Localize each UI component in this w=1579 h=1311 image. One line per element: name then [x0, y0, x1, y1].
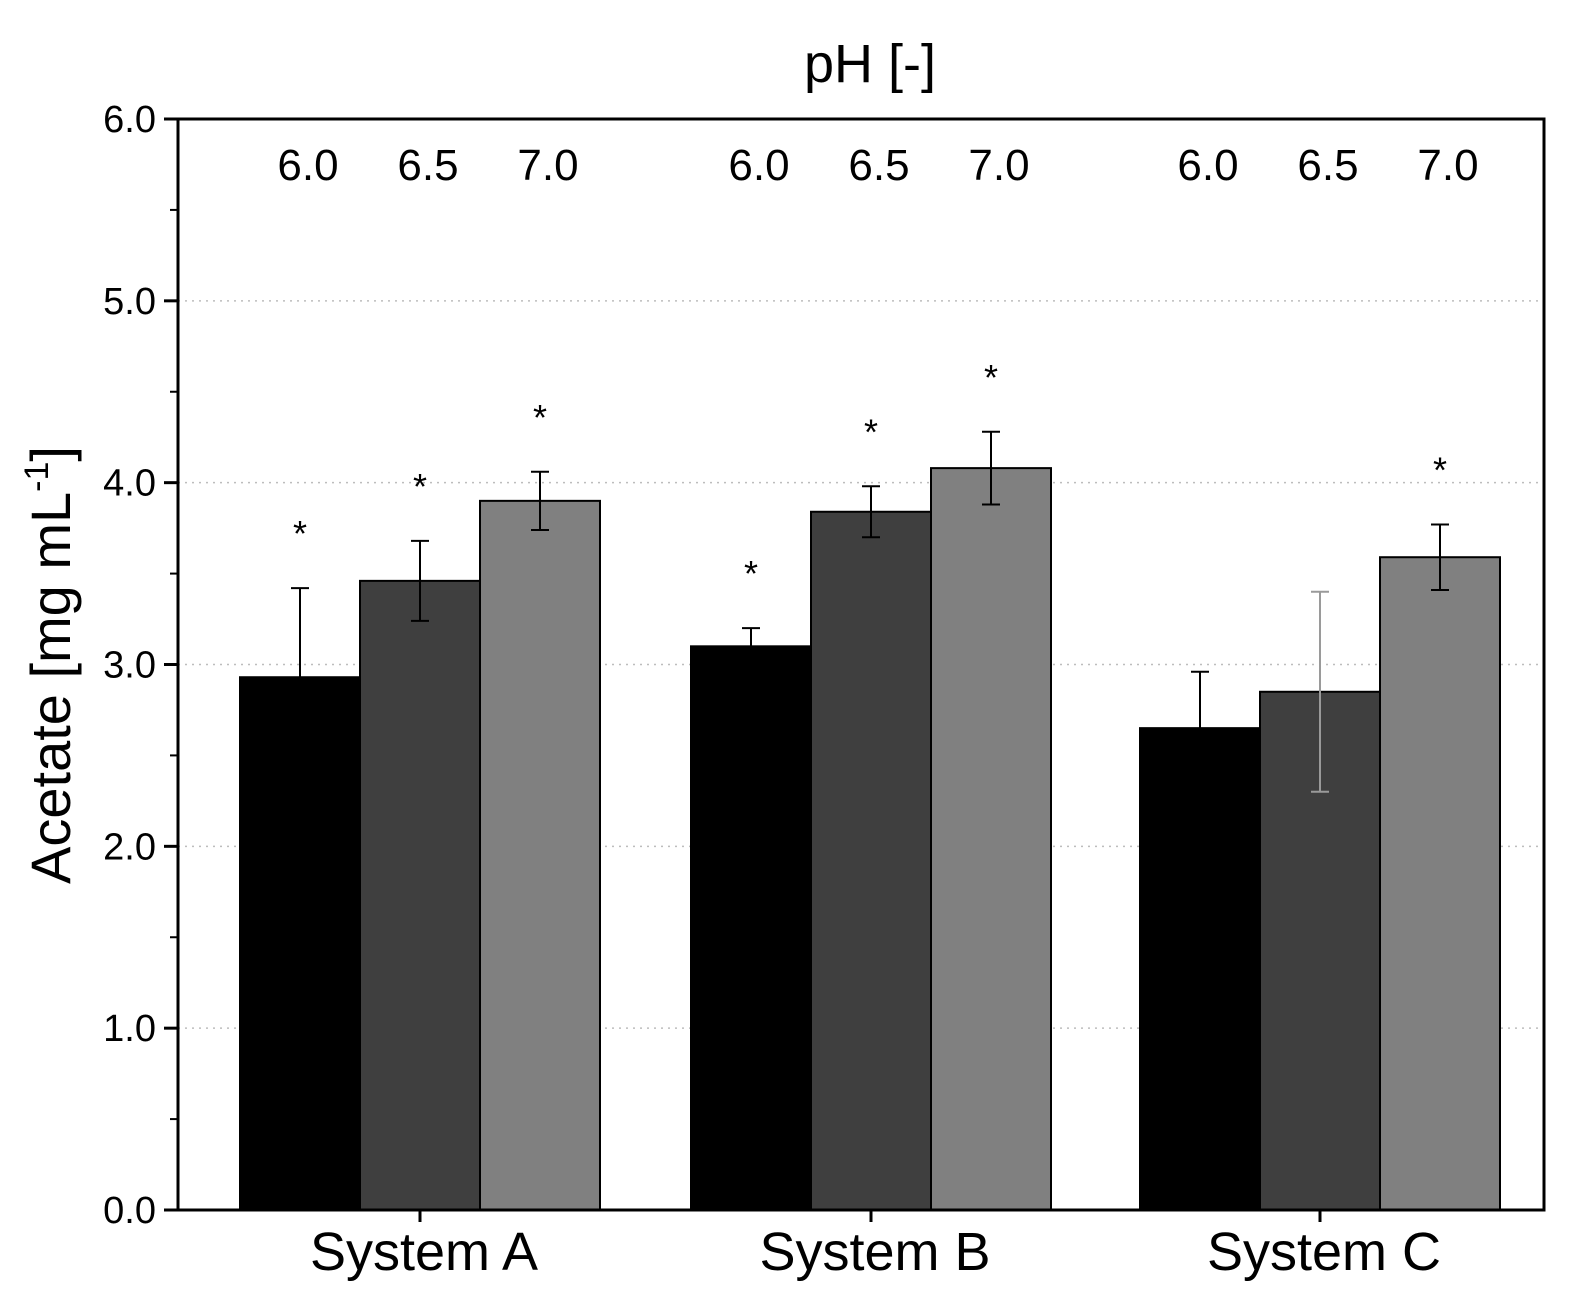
bars	[239, 467, 1501, 1212]
y-tick-label: 4.0	[103, 463, 156, 505]
significance-star: *	[1433, 449, 1447, 490]
bar	[479, 499, 601, 1212]
bar	[930, 467, 1052, 1211]
axes	[164, 117, 1546, 1222]
ph-label: 7.0	[517, 141, 578, 190]
ph-label: 6.0	[277, 141, 338, 190]
ph-label: 6.5	[1297, 141, 1358, 190]
significance-star: *	[984, 357, 998, 398]
y-tick-label: 5.0	[103, 281, 156, 323]
significance-star: *	[533, 397, 547, 438]
ph-label: 6.0	[728, 141, 789, 190]
significance-star: *	[864, 411, 878, 452]
significance-star: *	[293, 513, 307, 554]
category-label: System B	[759, 1222, 990, 1282]
y-tick-label: 2.0	[103, 826, 156, 868]
y-axis-title-main: Acetate [mg mL	[19, 492, 82, 884]
category-label: System C	[1207, 1222, 1441, 1282]
bar	[359, 579, 481, 1211]
error-bars	[291, 430, 1449, 793]
y-tick-label: 3.0	[103, 645, 156, 687]
significance-star: *	[744, 553, 758, 594]
significance-star: *	[413, 466, 427, 507]
bar	[1139, 727, 1261, 1211]
category-label: System A	[310, 1222, 538, 1282]
y-tick-label: 1.0	[103, 1008, 156, 1050]
bar	[1379, 556, 1501, 1211]
ph-label: 7.0	[968, 141, 1029, 190]
bar	[690, 645, 812, 1211]
significance-markers: * * * * * * *	[293, 357, 1447, 594]
ph-label: 7.0	[1417, 141, 1478, 190]
y-axis-title-suffix: ]	[19, 446, 82, 462]
ph-label: 6.0	[1177, 141, 1238, 190]
bar	[810, 510, 932, 1211]
y-tick-label: 0.0	[103, 1190, 156, 1232]
y-tick-label: 6.0	[103, 99, 156, 141]
labels: 6.0 6.5 7.0 System A 6.0 6.5 7.0 System B 6.0 6.5…	[103, 99, 1478, 1282]
y-axis-title: Acetate [mg mL-1]	[18, 446, 82, 884]
ph-label: 6.5	[848, 141, 909, 190]
ph-label: 6.5	[397, 141, 458, 190]
y-axis-title-sup: -1	[18, 462, 56, 492]
chart-title: pH [-]	[804, 34, 936, 94]
